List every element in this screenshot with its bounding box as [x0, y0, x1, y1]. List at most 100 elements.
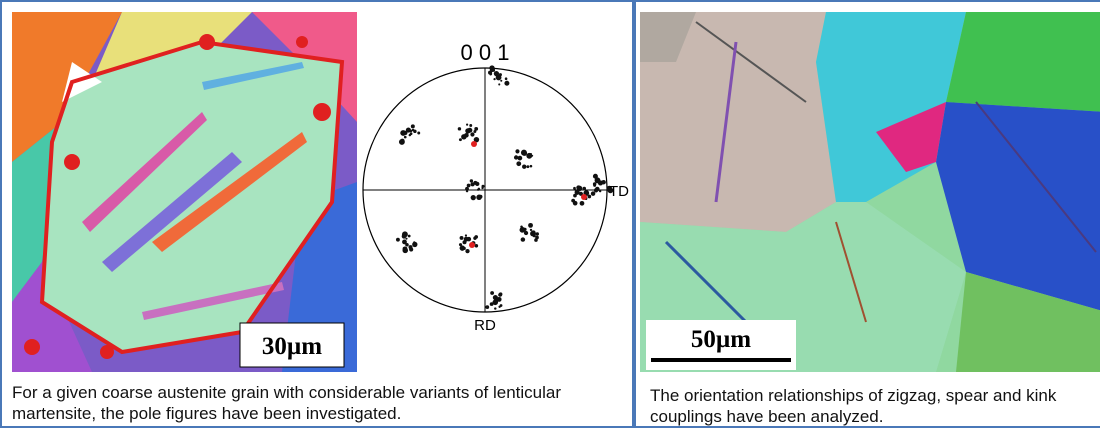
pole-dot [410, 132, 413, 135]
pole-dot [521, 237, 525, 241]
pole-dot [399, 139, 405, 145]
pole-dot [458, 127, 461, 130]
pole-dot [466, 129, 469, 132]
pole-dot [599, 190, 601, 192]
pole-dot [528, 223, 533, 228]
pole-dot [500, 80, 502, 82]
pole-dot [466, 190, 468, 192]
pole-dot [490, 69, 493, 72]
pole-dot [396, 238, 400, 242]
pole-dot [582, 187, 586, 191]
pole-dot [498, 306, 500, 308]
pole-dot [505, 77, 508, 80]
pole-dot [576, 185, 580, 189]
right-figure: 50µm [636, 2, 1100, 382]
pole-marker [471, 141, 477, 147]
pole-dot [533, 234, 536, 237]
scale-bar-label: 50µm [691, 326, 751, 353]
pole-dot [470, 179, 473, 182]
pole-marker [469, 242, 475, 248]
pole-dot [499, 298, 501, 300]
pole-dot [465, 249, 469, 253]
pole-dot [573, 201, 578, 206]
pole-dot [523, 150, 526, 153]
pole-dot [475, 244, 479, 248]
pole-dot [520, 227, 526, 233]
pole-dot [493, 78, 495, 80]
pole-dot [410, 130, 413, 133]
pole-dot [515, 149, 519, 153]
pole-dot [409, 245, 413, 249]
pole-dot [470, 132, 474, 136]
pole-dot [461, 134, 466, 139]
pole-figure [363, 65, 613, 312]
pole-dot [593, 174, 598, 179]
pole-dot [413, 130, 416, 133]
pole-dot [516, 161, 521, 166]
pole-dot [490, 291, 494, 295]
pole-dot [460, 245, 465, 250]
pole-dot [402, 130, 406, 134]
pole-dot [518, 156, 523, 161]
pole-title: 0 0 1 [461, 40, 510, 65]
pole-dot [531, 230, 535, 234]
pole-dot [474, 235, 478, 239]
left-panel: 30µm 0 0 1 TD RD For a given coarse aust… [0, 0, 634, 428]
pole-dot [413, 241, 415, 243]
pole-dot [601, 180, 606, 185]
pole-dot [587, 195, 591, 199]
pole-dot [459, 138, 462, 141]
pole-dot [481, 185, 484, 188]
pole-dot [573, 187, 576, 190]
pole-marker [581, 194, 587, 200]
pole-dot [478, 188, 480, 190]
pole-dot [467, 237, 472, 242]
pole-dot [536, 232, 539, 235]
pole-dot [593, 184, 596, 187]
pole-dot [580, 201, 585, 206]
pole-dot [591, 191, 595, 195]
pole-dot [494, 71, 499, 76]
rd-label: RD [474, 317, 496, 334]
pole-dot [463, 241, 465, 243]
pole-dot [476, 195, 481, 200]
pole-dot [467, 184, 471, 188]
pole-dot [490, 302, 494, 306]
pole-dot [405, 243, 409, 247]
pole-dot [411, 124, 415, 128]
td-label: TD [609, 183, 629, 200]
pole-dot [414, 244, 417, 247]
pole-dot [514, 155, 518, 159]
pole-dot [494, 307, 496, 309]
pole-dot [471, 195, 476, 200]
pole-dot [595, 187, 600, 192]
pole-dot [460, 236, 464, 240]
pole-dot [402, 234, 407, 239]
pole-dot [494, 299, 498, 303]
pole-dot [404, 136, 407, 139]
pole-dot [499, 292, 503, 296]
pole-dot [522, 165, 526, 169]
pole-dot [485, 305, 489, 309]
pole-dot [504, 81, 509, 86]
caption-text: The orientation relationships of zigzag,… [650, 385, 1090, 427]
left-figure: 30µm 0 0 1 TD RD [2, 2, 632, 382]
pole-dot [530, 229, 532, 231]
pole-dot [498, 83, 500, 85]
pole-dot [526, 165, 529, 168]
pole-dot [535, 236, 539, 240]
pole-dot [471, 182, 475, 186]
pole-dot [459, 243, 462, 246]
right-panel: 50µm The orientation relationships of zi… [634, 0, 1100, 428]
pole-dot [465, 234, 467, 236]
right-caption: The orientation relationships of zigzag,… [650, 385, 1100, 427]
pole-dot [417, 132, 420, 135]
pole-dot [475, 182, 479, 186]
pole-dot [530, 153, 532, 155]
pole-dot [573, 194, 577, 198]
page: 30µm 0 0 1 TD RD For a given coarse aust… [0, 0, 1100, 426]
pole-dot [403, 246, 408, 251]
scale-bar-label: 30µm [262, 333, 322, 360]
pole-dot [474, 127, 478, 131]
pole-dot [531, 155, 533, 157]
